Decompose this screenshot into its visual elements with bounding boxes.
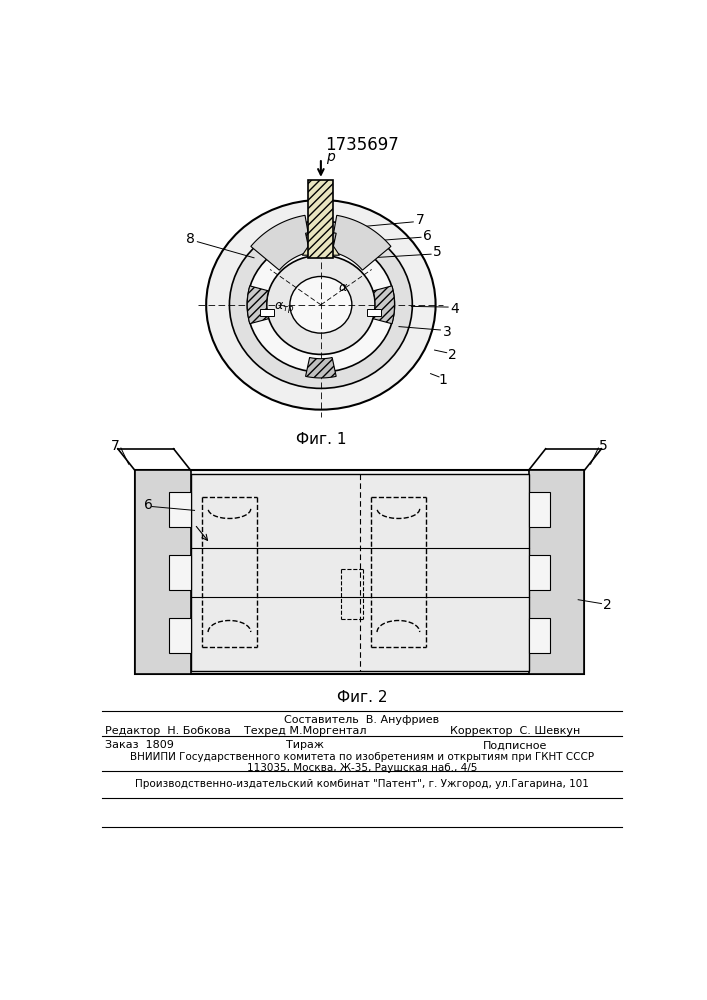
Text: Фиг. 1: Фиг. 1 <box>296 432 346 447</box>
Text: 113035, Москва, Ж-35, Раушская наб., 4/5: 113035, Москва, Ж-35, Раушская наб., 4/5 <box>247 763 477 773</box>
Text: Производственно-издательский комбинат "Патент", г. Ужгород, ул.Гагарина, 101: Производственно-издательский комбинат "П… <box>135 779 589 789</box>
Polygon shape <box>251 215 312 270</box>
Text: Тираж: Тираж <box>286 740 325 750</box>
Ellipse shape <box>230 221 412 388</box>
Ellipse shape <box>290 276 352 333</box>
Ellipse shape <box>247 238 395 372</box>
Polygon shape <box>373 286 395 324</box>
Text: 6: 6 <box>144 498 153 512</box>
Text: Фиг. 2: Фиг. 2 <box>337 690 387 705</box>
Bar <box>169 492 191 527</box>
Text: Корректор  С. Шевкун: Корректор С. Шевкун <box>450 726 580 736</box>
Bar <box>191 474 529 671</box>
Bar <box>308 180 333 258</box>
Text: 7: 7 <box>111 439 120 453</box>
Text: 6: 6 <box>423 229 432 242</box>
Text: 8: 8 <box>186 232 195 246</box>
Bar <box>529 492 550 527</box>
Text: 3: 3 <box>443 325 452 339</box>
Text: 1: 1 <box>439 373 448 387</box>
Text: Заказ  1809: Заказ 1809 <box>105 740 175 750</box>
Bar <box>260 309 274 316</box>
Text: $\alpha$: $\alpha$ <box>338 281 348 294</box>
Text: 5: 5 <box>433 245 441 259</box>
Bar <box>135 470 585 674</box>
Text: Составитель  В. Ануфриев: Составитель В. Ануфриев <box>284 715 440 725</box>
Polygon shape <box>303 246 339 255</box>
Text: р: р <box>327 150 335 164</box>
Text: Подписное: Подписное <box>482 740 547 750</box>
Polygon shape <box>305 232 337 252</box>
Bar <box>529 618 550 653</box>
Polygon shape <box>330 215 391 270</box>
Text: 2: 2 <box>448 348 457 362</box>
Text: 5: 5 <box>600 439 608 453</box>
Text: 7: 7 <box>416 213 424 227</box>
Bar <box>529 555 550 590</box>
Text: 4: 4 <box>450 302 460 316</box>
Text: ВНИИПИ Государственного комитета по изобретениям и открытиям при ГКНТ СССР: ВНИИПИ Государственного комитета по изоб… <box>130 752 594 762</box>
Text: $\alpha_{тр}$: $\alpha_{тр}$ <box>274 300 295 315</box>
Text: Редактор  Н. Бобкова: Редактор Н. Бобкова <box>105 726 231 736</box>
Bar <box>169 555 191 590</box>
Text: Техред М.Моргентал: Техред М.Моргентал <box>244 726 367 736</box>
Text: 2: 2 <box>603 598 612 612</box>
Bar <box>529 470 585 674</box>
Ellipse shape <box>206 200 436 410</box>
Polygon shape <box>305 358 337 378</box>
Bar <box>169 618 191 653</box>
Bar <box>367 309 381 316</box>
Text: 1735697: 1735697 <box>325 136 399 154</box>
Bar <box>135 470 191 674</box>
Ellipse shape <box>267 255 375 354</box>
Polygon shape <box>247 286 269 324</box>
